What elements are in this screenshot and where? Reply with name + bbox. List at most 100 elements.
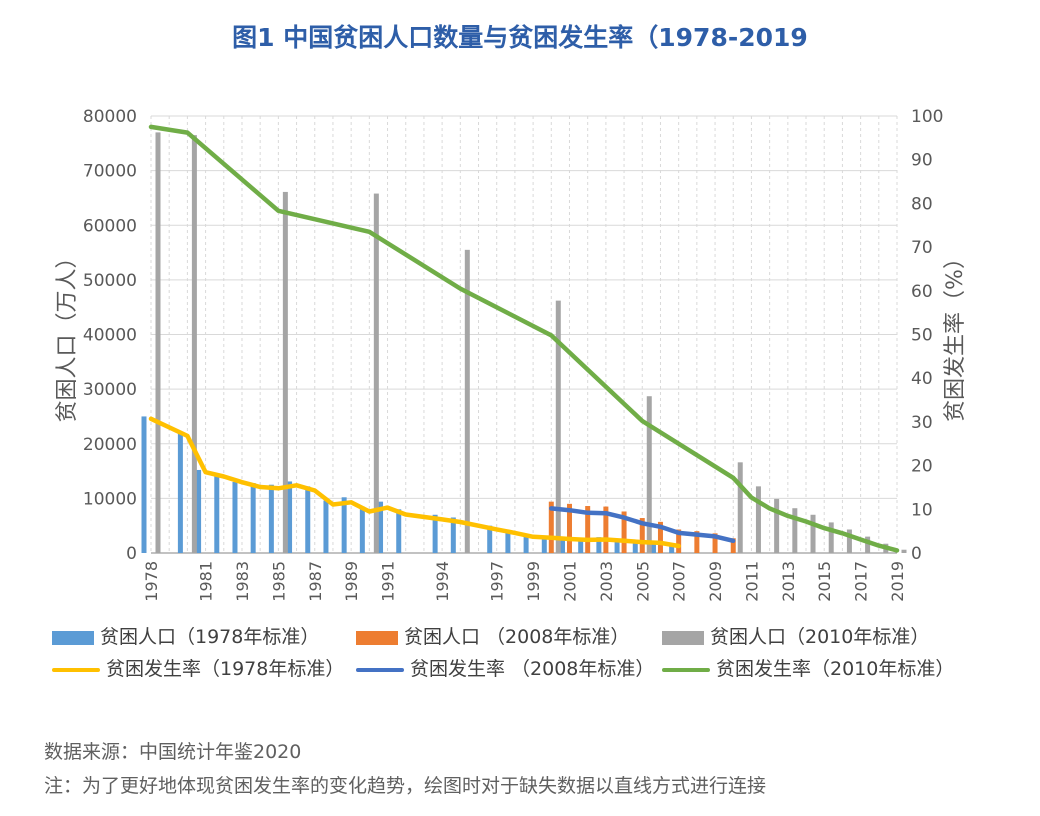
bar <box>578 537 584 553</box>
x-tick-label: 1983 <box>233 561 252 602</box>
y-right-tick-label: 0 <box>911 544 922 564</box>
x-tick-label: 1978 <box>142 561 161 602</box>
bar <box>596 537 602 553</box>
bar <box>177 432 183 553</box>
legend-line-2008: 贫困发生率 （2008年标准） <box>356 654 655 680</box>
chart-plot: 0 10000 20000 30000 40000 50000 60000 70000 8000… <box>55 107 968 602</box>
legend-bar-2008: 贫困人口 （2008年标准） <box>356 622 630 648</box>
y-right-tick-label: 60 <box>911 282 933 302</box>
bar <box>450 517 456 553</box>
legend-bar-2010: 贫困人口（2010年标准） <box>662 622 930 648</box>
x-tick-label: 2003 <box>597 561 616 602</box>
bar <box>191 135 197 553</box>
y-left-tick-label: 20000 <box>83 435 137 455</box>
x-tick-label: 2007 <box>670 561 689 602</box>
legend-label: 贫困人口 （2008年标准） <box>404 626 630 648</box>
bar <box>694 531 700 553</box>
x-tick-label: 1999 <box>524 561 543 602</box>
bar <box>141 416 147 553</box>
y-right-tick-label: 10 <box>911 500 933 520</box>
y-right-tick-label: 30 <box>911 413 933 433</box>
y-left-tick-label: 80000 <box>83 107 137 127</box>
y-right-tick-label: 40 <box>911 369 933 389</box>
x-tick-label: 1989 <box>342 561 361 602</box>
legend-swatch <box>356 630 398 645</box>
bar <box>865 536 871 553</box>
bar <box>196 469 202 553</box>
y-left-tick-label: 50000 <box>83 271 137 291</box>
legend-swatch <box>52 667 100 672</box>
chart-title: 图1 中国贫困人口数量与贫困发生率（1978-2019 <box>232 23 808 52</box>
x-tick-label: 1985 <box>269 561 288 602</box>
bar <box>639 518 645 553</box>
bar <box>323 500 329 553</box>
bar <box>566 503 572 553</box>
legend-line-1978: 贫困发生率（1978年标准） <box>52 654 344 680</box>
bar <box>155 132 161 553</box>
x-tick-label: 1991 <box>379 561 398 602</box>
series-line <box>148 124 900 553</box>
legend-label: 贫困人口（2010年标准） <box>710 626 930 648</box>
y-left-tick-label: 10000 <box>83 489 137 509</box>
bar <box>621 511 627 553</box>
legend-label: 贫困人口（1978年标准） <box>100 626 320 648</box>
y-left-tick-label: 40000 <box>83 326 137 346</box>
bar <box>657 521 663 553</box>
bar <box>487 525 493 553</box>
y-right-tick-label: 50 <box>911 326 933 346</box>
bar <box>464 249 470 554</box>
bar <box>359 506 365 553</box>
legend-swatch <box>356 667 404 672</box>
bar <box>810 514 816 553</box>
bar <box>669 544 675 553</box>
bar <box>559 537 565 553</box>
y-right-tick-label: 20 <box>911 457 933 477</box>
bar <box>378 501 384 553</box>
bar <box>373 193 379 553</box>
legend-swatch <box>662 667 710 672</box>
bar <box>712 533 718 553</box>
bar <box>846 529 852 553</box>
bar <box>774 498 780 553</box>
legend-swatch <box>662 630 704 645</box>
bar <box>548 501 554 553</box>
bar <box>214 473 220 553</box>
y-right-tick-label: 80 <box>911 194 933 214</box>
y-left-tick-label: 0 <box>126 544 137 564</box>
bar <box>614 538 620 553</box>
bar <box>232 481 238 553</box>
bar <box>287 481 293 553</box>
bar <box>305 486 311 553</box>
x-tick-label: 2019 <box>888 561 907 602</box>
bar <box>396 509 402 553</box>
legend-bar-1978: 贫困人口（1978年标准） <box>52 622 320 648</box>
bar <box>828 522 834 553</box>
series-line <box>549 506 736 544</box>
bar <box>603 506 609 553</box>
y-right-tick-label: 90 <box>911 151 933 171</box>
x-tick-label: 1981 <box>197 561 216 602</box>
x-tick-label: 2015 <box>815 561 834 602</box>
bar <box>555 300 561 553</box>
source-note: 数据来源：中国统计年鉴2020 <box>44 741 302 763</box>
bar <box>737 462 743 553</box>
x-tick-label: 2001 <box>560 561 579 602</box>
legend-line-2010: 贫困发生率（2010年标准） <box>662 654 954 680</box>
y-left-axis-title: 贫困人口（万人） <box>55 246 80 422</box>
x-tick-label: 1997 <box>488 561 507 602</box>
x-tick-label: 2013 <box>779 561 798 602</box>
legend-swatch <box>52 630 94 645</box>
bar <box>541 535 547 553</box>
bar <box>632 540 638 553</box>
bar <box>650 541 656 553</box>
series-line <box>148 416 681 549</box>
legend-label: 贫困发生率 （2008年标准） <box>410 658 655 680</box>
bar <box>282 191 288 553</box>
x-tick-label: 2005 <box>633 561 652 602</box>
bar <box>901 549 907 553</box>
bar <box>585 506 591 553</box>
y-left-tick-label: 60000 <box>83 216 137 236</box>
x-tick-label: 1994 <box>433 561 452 602</box>
x-tick-label: 2009 <box>706 561 725 602</box>
x-tick-label: 2011 <box>742 561 761 602</box>
